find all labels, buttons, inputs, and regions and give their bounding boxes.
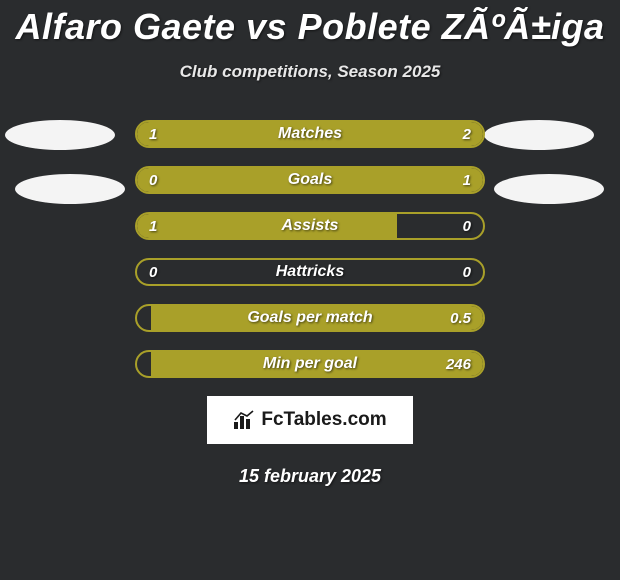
stat-row-goals: 01Goals <box>135 166 485 194</box>
page-subtitle: Club competitions, Season 2025 <box>0 62 620 82</box>
stat-row-matches: 12Matches <box>135 120 485 148</box>
stat-row-min-per-goal: 246Min per goal <box>135 350 485 378</box>
comparison-chart: 12Matches 01Goals 10Assists 00Hattricks 0.5G… <box>0 120 620 378</box>
stat-label: Goals per match <box>137 306 483 330</box>
player-avatar-left-1 <box>15 174 125 204</box>
bars-icon <box>233 410 255 430</box>
stat-label: Matches <box>137 122 483 146</box>
stat-label: Hattricks <box>137 260 483 284</box>
player-avatar-left-0 <box>5 120 115 150</box>
player-avatar-right-0 <box>484 120 594 150</box>
stat-label: Goals <box>137 168 483 192</box>
stat-row-goals-per-match: 0.5Goals per match <box>135 304 485 332</box>
branding-text: FcTables.com <box>261 409 386 431</box>
stat-label: Min per goal <box>137 352 483 376</box>
player-avatar-right-1 <box>494 174 604 204</box>
branding-badge: FcTables.com <box>207 396 413 444</box>
stat-row-assists: 10Assists <box>135 212 485 240</box>
stat-row-hattricks: 00Hattricks <box>135 258 485 286</box>
page-title: Alfaro Gaete vs Poblete ZÃºÃ±iga <box>0 0 620 48</box>
stat-label: Assists <box>137 214 483 238</box>
date-label: 15 february 2025 <box>0 466 620 487</box>
